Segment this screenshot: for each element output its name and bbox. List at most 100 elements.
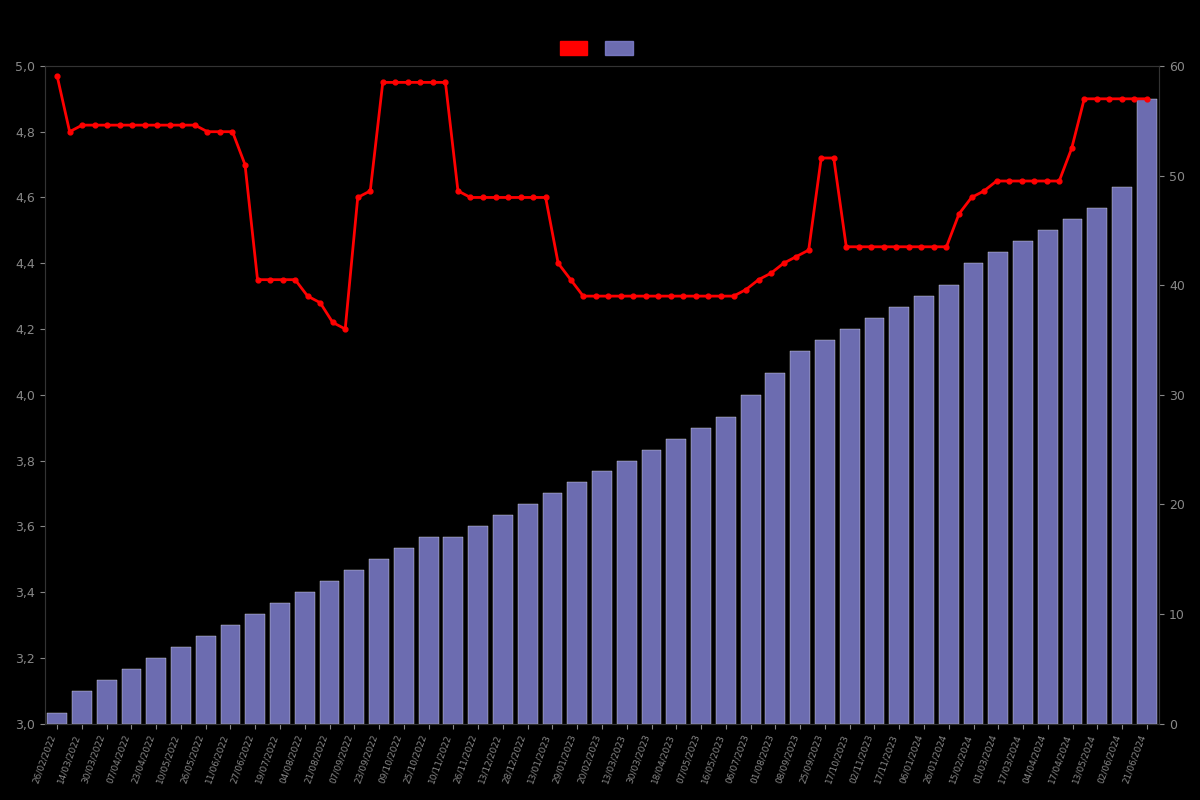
Bar xyxy=(1063,219,1082,723)
Point xyxy=(1012,174,1031,187)
Bar xyxy=(716,417,736,723)
Point xyxy=(1050,174,1069,187)
Point xyxy=(48,70,67,82)
Bar xyxy=(568,482,587,723)
Bar xyxy=(617,461,637,723)
Point xyxy=(686,290,706,302)
Point xyxy=(85,118,104,131)
Point xyxy=(136,118,155,131)
Point xyxy=(511,191,530,204)
Point xyxy=(811,152,830,165)
Point xyxy=(912,240,931,253)
Bar xyxy=(914,296,934,723)
Bar xyxy=(1013,242,1033,723)
Point xyxy=(1062,142,1081,154)
Point xyxy=(161,118,180,131)
Point xyxy=(311,296,330,309)
Point xyxy=(72,118,91,131)
Point xyxy=(924,240,943,253)
Bar xyxy=(394,548,414,723)
Point xyxy=(323,316,342,329)
Point xyxy=(148,118,167,131)
Point xyxy=(461,191,480,204)
Bar xyxy=(97,680,116,723)
Bar xyxy=(419,538,438,723)
Point xyxy=(1000,174,1019,187)
Point xyxy=(737,283,756,296)
Point xyxy=(786,250,805,263)
Point xyxy=(336,322,355,335)
Bar xyxy=(47,713,67,723)
Bar xyxy=(740,394,761,723)
Legend: , : , xyxy=(556,37,648,60)
Bar xyxy=(172,647,191,723)
Bar xyxy=(1112,186,1132,723)
Point xyxy=(986,174,1006,187)
Bar xyxy=(542,494,563,723)
Bar xyxy=(864,318,884,723)
Point xyxy=(97,118,116,131)
Bar xyxy=(468,526,488,723)
Point xyxy=(373,76,392,89)
Point xyxy=(974,185,994,198)
Point xyxy=(424,76,443,89)
Bar xyxy=(1087,209,1108,723)
Bar xyxy=(121,669,142,723)
Point xyxy=(799,244,818,257)
Bar xyxy=(766,373,785,723)
Point xyxy=(774,257,793,270)
Point xyxy=(223,126,242,138)
Point xyxy=(173,118,192,131)
Point xyxy=(523,191,542,204)
Point xyxy=(348,191,367,204)
Bar xyxy=(444,538,463,723)
Point xyxy=(536,191,556,204)
Point xyxy=(185,118,204,131)
Bar xyxy=(889,307,910,723)
Point xyxy=(410,76,430,89)
Point xyxy=(949,207,968,220)
Point xyxy=(574,290,593,302)
Bar xyxy=(815,340,835,723)
Point xyxy=(449,185,468,198)
Point xyxy=(1025,174,1044,187)
Bar xyxy=(666,438,686,723)
Point xyxy=(548,257,568,270)
Point xyxy=(1099,93,1118,106)
Point xyxy=(850,240,869,253)
Bar xyxy=(344,570,365,723)
Point xyxy=(599,290,618,302)
Point xyxy=(272,274,292,286)
Point xyxy=(724,290,743,302)
Bar xyxy=(370,559,389,723)
Point xyxy=(210,126,229,138)
Point xyxy=(887,240,906,253)
Point xyxy=(486,191,505,204)
Point xyxy=(674,290,694,302)
Point xyxy=(624,290,643,302)
Bar xyxy=(295,592,314,723)
Bar xyxy=(642,450,661,723)
Point xyxy=(749,274,768,286)
Bar xyxy=(517,504,538,723)
Bar xyxy=(938,285,959,723)
Point xyxy=(498,191,517,204)
Point xyxy=(1112,93,1132,106)
Bar xyxy=(964,263,984,723)
Point xyxy=(436,76,455,89)
Bar xyxy=(221,625,240,723)
Point xyxy=(899,240,918,253)
Bar xyxy=(691,428,710,723)
Point xyxy=(586,290,605,302)
Point xyxy=(962,191,982,204)
Point xyxy=(762,266,781,279)
Bar xyxy=(72,690,91,723)
Point xyxy=(260,274,280,286)
Bar xyxy=(1136,99,1157,723)
Bar xyxy=(146,658,166,723)
Point xyxy=(649,290,668,302)
Point xyxy=(562,274,581,286)
Point xyxy=(824,152,844,165)
Bar xyxy=(989,252,1008,723)
Point xyxy=(661,290,680,302)
